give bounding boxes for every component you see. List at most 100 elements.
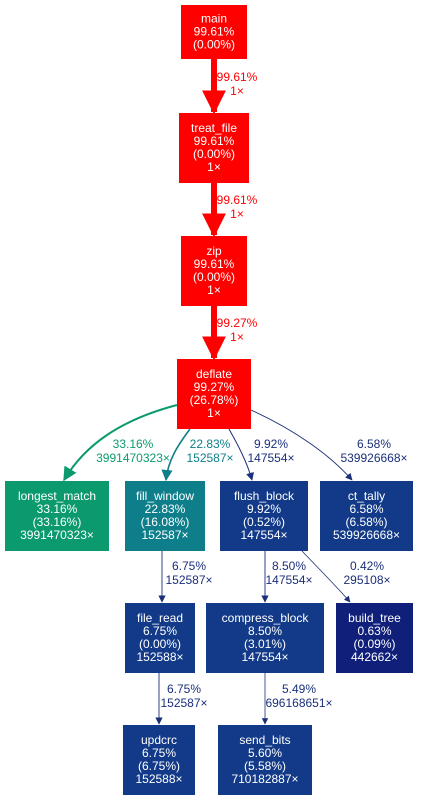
node-self-percent: (0.52%)	[243, 515, 285, 529]
edge-count-label: 1×	[230, 84, 244, 98]
edge-count-label: 152587×	[160, 696, 207, 710]
edge-count-label: 152587×	[165, 573, 212, 587]
node-self-percent: (16.08%)	[141, 515, 190, 529]
node-name: deflate	[196, 367, 232, 381]
node-total-percent: 8.50%	[248, 624, 282, 638]
node-call-count: 152588×	[135, 772, 182, 786]
node-self-percent: (0.09%)	[353, 637, 395, 651]
edge-deflate-to-longest_match: 33.16%3991470323×	[63, 404, 178, 482]
node-name: longest_match	[18, 489, 96, 503]
node-total-percent: 99.27%	[194, 380, 235, 394]
node-box[interactable]	[181, 5, 247, 59]
node-name: zip	[206, 244, 222, 258]
node-self-percent: (5.58%)	[244, 759, 286, 773]
node-total-percent: 99.61%	[194, 257, 235, 271]
edge-percent-label: 0.42%	[350, 559, 384, 573]
node-self-percent: (26.78%)	[190, 393, 239, 407]
node-call-count: 1×	[207, 160, 221, 174]
edge-percent-label: 6.75%	[172, 559, 206, 573]
node-box[interactable]	[320, 481, 413, 551]
node-box[interactable]	[181, 236, 247, 306]
node-call-count: 710182887×	[231, 772, 298, 786]
node-name: flush_block	[234, 489, 295, 503]
node-call-count: 3991470323×	[20, 528, 94, 542]
node-box[interactable]	[218, 725, 312, 795]
node-call-count: 539926668×	[333, 528, 400, 542]
edge-flush_block-to-compress_block: 8.50%147554×	[261, 551, 313, 603]
edge-count-label: 3991470323×	[96, 451, 170, 465]
edge-percent-label: 33.16%	[113, 437, 154, 451]
node-name: treat_file	[191, 121, 237, 135]
edge-deflate-to-fill_window: 22.83%152587×	[161, 428, 234, 482]
node-total-percent: 6.75%	[143, 624, 177, 638]
node-box[interactable]	[125, 481, 205, 551]
node-box[interactable]	[125, 603, 195, 673]
edge-percent-label: 6.75%	[167, 682, 201, 696]
edge-file_read-to-updcrc: 6.75%152587×	[155, 673, 208, 725]
node-total-percent: 33.16%	[37, 502, 78, 516]
node-self-percent: (33.16%)	[33, 515, 82, 529]
node-total-percent: 99.61%	[194, 134, 235, 148]
node-name: compress_block	[222, 611, 310, 625]
edge-flush_block-to-build_tree: 0.42%295108×	[301, 550, 391, 603]
edge-percent-label: 99.27%	[217, 316, 258, 330]
node-box[interactable]	[220, 481, 308, 551]
node-name: updcrc	[141, 733, 177, 747]
node-total-percent: 6.75%	[142, 746, 176, 760]
node-box[interactable]	[206, 603, 324, 673]
edge-line	[63, 404, 178, 482]
node-name: build_tree	[348, 611, 401, 625]
edge-count-label: 696168651×	[265, 696, 332, 710]
edge-count-label: 147554×	[265, 573, 312, 587]
node-name: ct_tally	[348, 489, 385, 503]
node-total-percent: 99.61%	[194, 25, 235, 39]
node-self-percent: (0.00%)	[139, 637, 181, 651]
edge-percent-label: 6.58%	[357, 437, 391, 451]
node-total-percent: 9.92%	[247, 502, 281, 516]
node-self-percent: (6.58%)	[345, 515, 387, 529]
node-box[interactable]	[5, 481, 109, 551]
node-call-count: 147554×	[241, 650, 288, 664]
edge-zip-to-deflate: 99.27%1×	[202, 306, 258, 361]
edge-count-label: 1×	[230, 207, 244, 221]
node-box[interactable]	[179, 113, 249, 183]
edge-percent-label: 8.50%	[272, 559, 306, 573]
edge-deflate-to-flush_block: 9.92%147554×	[228, 428, 295, 481]
edge-percent-label: 99.61%	[217, 193, 258, 207]
edge-percent-label: 99.61%	[217, 70, 258, 84]
node-box[interactable]	[336, 603, 413, 673]
node-call-count: 152587×	[141, 528, 188, 542]
edge-count-label: 295108×	[343, 573, 390, 587]
node-self-percent: (3.01%)	[244, 637, 286, 651]
edge-line	[250, 409, 353, 481]
node-total-percent: 6.58%	[349, 502, 383, 516]
edge-percent-label: 9.92%	[254, 437, 288, 451]
node-call-count: 152588×	[136, 650, 183, 664]
edge-count-label: 152587×	[186, 451, 233, 465]
edge-main-to-treat_file: 99.61%1×	[202, 59, 258, 115]
node-self-percent: (6.75%)	[138, 759, 180, 773]
edge-compress_block-to-send_bits: 5.49%696168651×	[261, 673, 333, 725]
nodes-layer: main99.61%(0.00%)treat_file99.61%(0.00%)…	[5, 5, 413, 795]
node-call-count: 1×	[207, 406, 221, 420]
node-call-count: 147554×	[240, 528, 287, 542]
edge-count-label: 539926668×	[340, 451, 407, 465]
node-name: send_bits	[239, 733, 290, 747]
edges-layer: 99.61%1×99.61%1×99.27%1×33.16%3991470323…	[63, 59, 408, 725]
node-box[interactable]	[177, 359, 251, 429]
node-box[interactable]	[123, 725, 195, 795]
